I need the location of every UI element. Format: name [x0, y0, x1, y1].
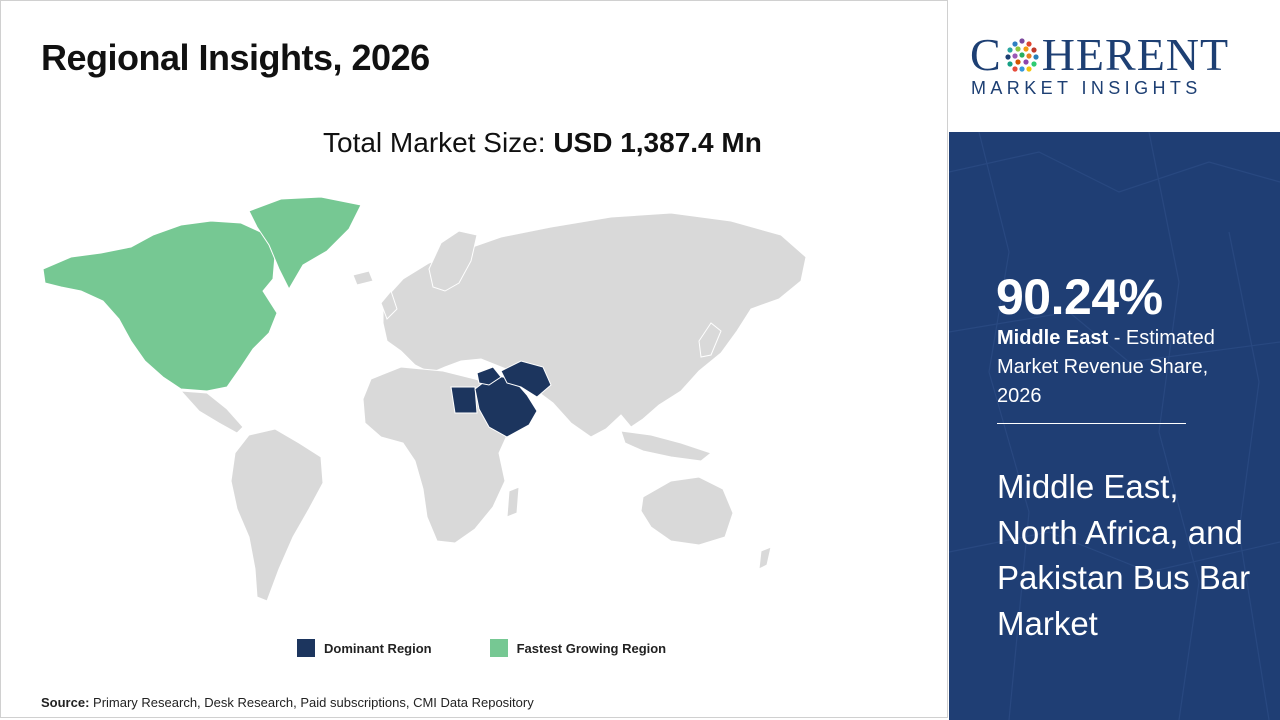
logo-globe-icon: [1005, 37, 1039, 72]
share-region: Middle East: [997, 327, 1109, 349]
side-panel-texture: [949, 132, 1280, 720]
legend-item-fastest: Fastest Growing Region: [489, 639, 667, 657]
map-madagascar: [506, 486, 520, 518]
map-legend: Dominant Region Fastest Growing Region: [297, 639, 724, 657]
map-uk: [380, 289, 398, 320]
map-indonesia: [620, 430, 713, 462]
map-iraq-levant: [476, 366, 502, 386]
map-iceland: [352, 270, 374, 286]
side-divider: [997, 423, 1186, 424]
map-egypt: [450, 386, 478, 414]
share-value: 90.24%: [996, 269, 1163, 325]
share-description: Middle East - Estimated Market Revenue S…: [997, 324, 1247, 411]
map-arabian-peninsula: [474, 374, 538, 438]
logo-text-end: HERENT: [1041, 29, 1230, 80]
map-new-zealand: [758, 546, 772, 570]
map-japan: [698, 322, 722, 358]
map-australia: [640, 476, 734, 546]
legend-swatch-dominant: [297, 639, 315, 657]
legend-label-fastest: Fastest Growing Region: [516, 640, 667, 656]
legend-item-dominant: Dominant Region: [297, 639, 432, 657]
legend-swatch-fastest: [489, 639, 508, 657]
main-panel: Regional Insights, 2026 Total Market Siz…: [0, 0, 948, 718]
source-label: Source:: [41, 695, 90, 710]
logo-subtitle: MARKET INSIGHTS: [971, 78, 1202, 98]
map-south-america: [230, 428, 324, 602]
market-size: Total Market Size: USD 1,387.4 Mn: [323, 127, 762, 159]
logo-text-start: C: [970, 29, 1002, 80]
map-greenland: [248, 196, 362, 291]
company-logo: C HERENT: [970, 28, 1229, 81]
source-text: Primary Research, Desk Research, Paid su…: [89, 695, 534, 710]
source-note: Source: Primary Research, Desk Research,…: [41, 695, 534, 710]
map-iran: [500, 360, 552, 398]
map-central-america: [179, 390, 244, 434]
market-name: Middle East, North Africa, and Pakistan …: [997, 468, 1251, 642]
market-size-label: Total Market Size:: [323, 127, 554, 158]
logo-area: [949, 0, 1280, 132]
legend-label-dominant: Dominant Region: [324, 640, 432, 656]
map-scandinavia: [428, 230, 478, 292]
page-title: Regional Insights, 2026: [41, 37, 430, 78]
world-map: [42, 196, 807, 602]
market-size-value: USD 1,387.4 Mn: [553, 127, 762, 158]
share-desc-text: - Estimated Market Revenue Share, 2026: [997, 327, 1215, 407]
map-north-america: [42, 220, 278, 392]
side-panel: [949, 132, 1280, 720]
map-eurasia: [382, 212, 807, 438]
